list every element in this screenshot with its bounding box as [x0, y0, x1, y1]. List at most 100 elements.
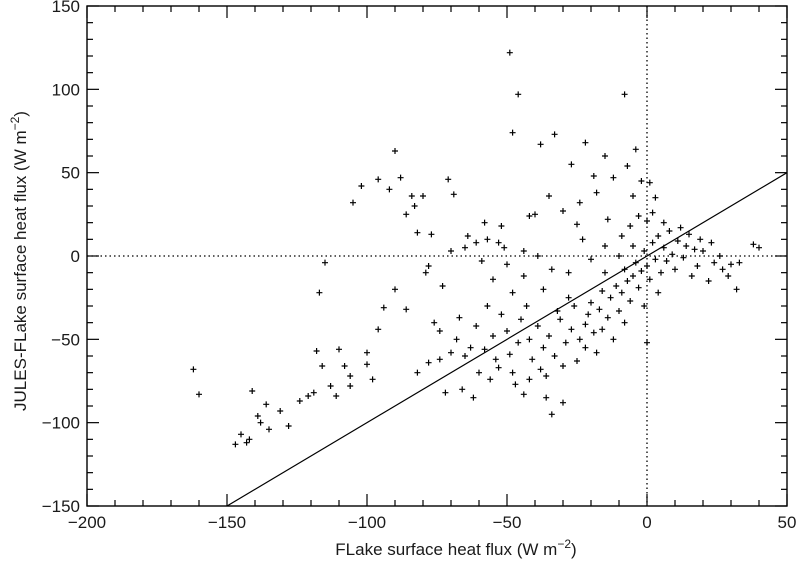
data-point	[756, 244, 762, 251]
data-point	[610, 336, 617, 343]
data-point	[425, 359, 432, 366]
data-point	[473, 323, 480, 329]
data-point	[666, 228, 673, 234]
y-tick-label: −50	[51, 330, 80, 349]
data-point	[618, 233, 625, 239]
data-point	[484, 303, 491, 309]
data-point	[686, 231, 692, 238]
data-point	[495, 364, 502, 371]
data-point	[543, 394, 550, 401]
data-point	[576, 336, 583, 343]
data-point	[560, 208, 566, 214]
data-point	[660, 244, 667, 251]
data-point	[582, 139, 589, 146]
data-point	[588, 299, 594, 306]
data-point	[540, 344, 547, 351]
data-point	[613, 283, 620, 289]
data-points	[190, 49, 762, 448]
data-point	[238, 431, 244, 438]
data-point	[246, 436, 253, 443]
data-point	[532, 211, 538, 218]
data-point	[403, 211, 410, 218]
data-point	[296, 398, 303, 404]
data-point	[386, 186, 393, 193]
data-point	[341, 363, 348, 369]
data-point	[590, 173, 597, 179]
data-point	[526, 376, 533, 383]
data-point	[621, 319, 628, 326]
data-point	[408, 193, 415, 199]
tick-marks	[86, 5, 788, 507]
data-point	[523, 303, 530, 309]
data-point	[509, 129, 516, 136]
data-point	[473, 239, 480, 246]
data-point	[624, 278, 631, 284]
data-point	[504, 261, 510, 268]
data-point	[397, 174, 404, 181]
data-point	[336, 346, 342, 353]
y-tick-label: 0	[71, 247, 80, 266]
data-point	[425, 263, 432, 269]
data-point	[708, 239, 715, 246]
data-point	[599, 326, 606, 333]
data-point	[515, 91, 522, 98]
data-point	[546, 333, 552, 339]
data-point	[562, 339, 569, 346]
data-point	[590, 329, 597, 336]
data-point	[728, 261, 734, 268]
data-point	[568, 326, 575, 333]
data-point	[646, 276, 653, 283]
data-point	[431, 319, 438, 326]
data-point	[560, 399, 566, 406]
data-point	[453, 336, 460, 343]
axis-labels: FLake surface heat flux (W m−2) JULES-FL…	[8, 111, 577, 559]
data-point	[450, 191, 457, 198]
data-point	[436, 328, 443, 334]
data-point	[526, 336, 533, 343]
data-point	[327, 383, 334, 389]
data-point	[560, 363, 566, 369]
data-point	[582, 321, 589, 328]
data-point	[576, 199, 583, 206]
data-point	[484, 236, 491, 243]
data-point	[380, 304, 387, 311]
data-point	[616, 308, 622, 314]
data-point	[375, 326, 382, 333]
x-axis-label: FLake surface heat flux (W m−2)	[335, 537, 576, 559]
data-point	[369, 376, 376, 383]
data-point	[534, 323, 541, 329]
data-point	[582, 344, 589, 351]
data-point	[616, 253, 622, 259]
data-point	[364, 349, 370, 356]
data-point	[364, 361, 370, 368]
data-point	[540, 286, 547, 293]
x-tick-label: −200	[68, 513, 106, 532]
data-point	[442, 389, 449, 396]
data-point	[630, 193, 636, 199]
data-point	[420, 193, 426, 199]
data-point	[579, 236, 586, 243]
data-point	[249, 388, 256, 394]
data-point	[467, 344, 474, 351]
data-point	[266, 426, 272, 433]
data-point	[618, 289, 625, 296]
data-point	[534, 253, 541, 259]
data-point	[392, 286, 398, 293]
data-point	[305, 393, 312, 399]
data-point	[414, 229, 421, 236]
y-axis-label: JULES-FLake surface heat flux (W m−2)	[8, 111, 30, 411]
data-point	[602, 269, 608, 276]
data-point	[487, 376, 494, 383]
data-point	[568, 161, 575, 168]
y-tick-label: −100	[42, 414, 80, 433]
y-tick-label: 50	[61, 164, 80, 183]
data-point	[512, 381, 519, 388]
data-point	[716, 253, 723, 259]
data-point	[492, 356, 499, 363]
data-point	[644, 263, 650, 269]
data-point	[557, 316, 564, 323]
data-point	[632, 259, 639, 266]
data-point	[638, 178, 645, 184]
